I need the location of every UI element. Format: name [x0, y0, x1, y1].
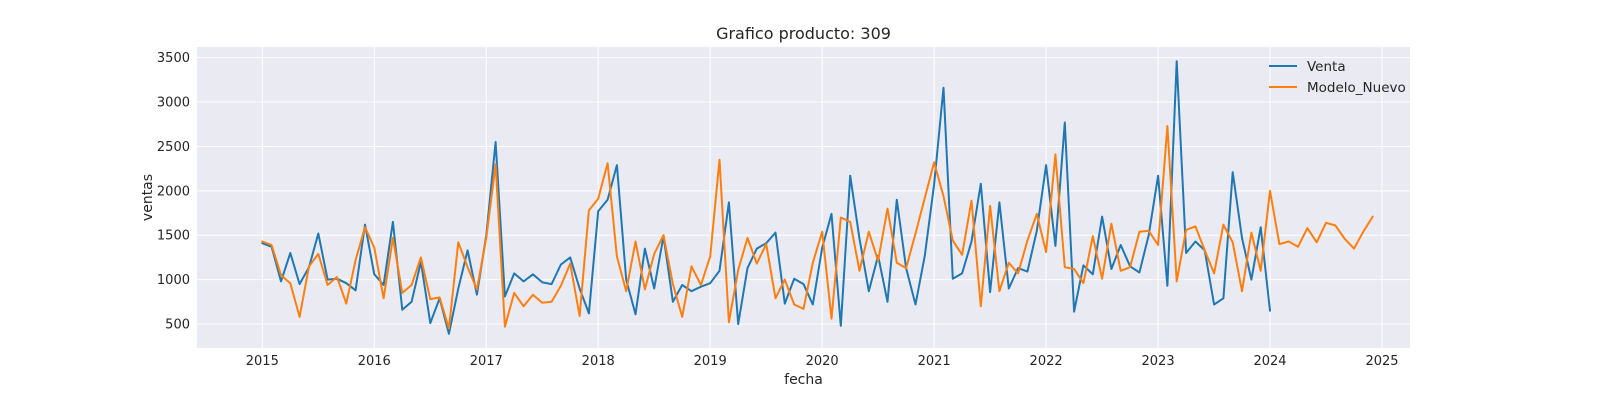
legend-label: Modelo_Nuevo — [1307, 80, 1406, 96]
legend-label: Venta — [1307, 59, 1346, 75]
y-axis-label: ventas — [140, 174, 156, 221]
series-line-modelo-nuevo — [261, 125, 1374, 330]
x-tick-label: 2016 — [358, 354, 391, 369]
x-axis-label: fecha — [784, 372, 823, 388]
x-tick-label: 2015 — [246, 354, 279, 369]
x-tick-label: 2020 — [806, 354, 839, 369]
y-tick-label: 500 — [165, 318, 190, 333]
y-tick-label: 1500 — [157, 229, 190, 244]
x-tick-label: 2018 — [582, 354, 615, 369]
plot-area — [197, 47, 1410, 348]
x-tick-label: 2019 — [694, 354, 727, 369]
x-tick-label: 2021 — [918, 354, 951, 369]
legend: Venta Modelo_Nuevo — [1269, 59, 1406, 96]
gridlines — [197, 47, 1410, 348]
x-axis-ticks: 2015 2016 2017 2018 2019 2020 2021 2022 2023 2024… — [246, 354, 1399, 369]
x-tick-label: 2025 — [1365, 354, 1398, 369]
y-tick-label: 2500 — [157, 140, 190, 155]
x-tick-label: 2017 — [470, 354, 503, 369]
y-tick-label: 3000 — [157, 96, 190, 111]
x-tick-label: 2023 — [1142, 354, 1175, 369]
y-tick-label: 3500 — [157, 51, 190, 66]
y-tick-label: 1000 — [157, 273, 190, 288]
y-tick-label: 2000 — [157, 184, 190, 199]
x-tick-label: 2024 — [1253, 354, 1286, 369]
series-layer — [261, 60, 1374, 335]
chart-title: Grafico producto: 309 — [716, 24, 891, 43]
x-tick-label: 2022 — [1030, 354, 1063, 369]
y-axis-ticks: 500 1000 1500 2000 2500 3000 3500 — [157, 51, 190, 332]
